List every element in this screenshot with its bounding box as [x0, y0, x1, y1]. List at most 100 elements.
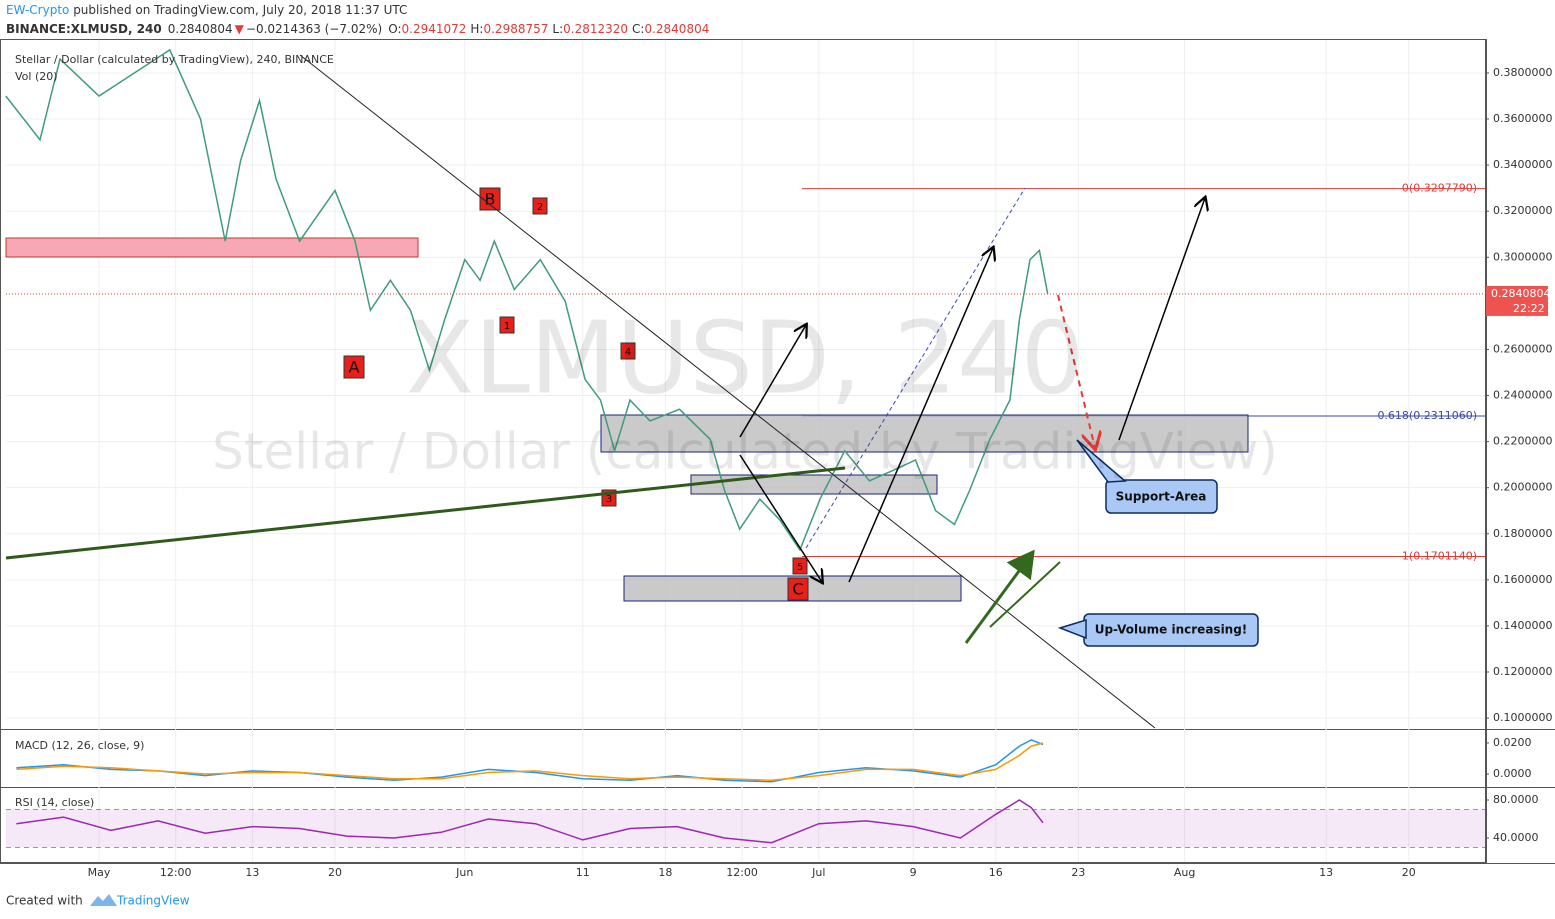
- callout-text: Up-Volume increasing!: [1095, 623, 1248, 637]
- x-tick-label: 13: [1319, 866, 1333, 879]
- arrow: [1118, 198, 1205, 441]
- resistance-zone: [5, 237, 419, 258]
- open-label: O:: [388, 22, 401, 36]
- trend-line: [5, 466, 846, 560]
- callout-box: [1105, 479, 1218, 514]
- close-label: C:: [632, 22, 644, 36]
- price: 0.2840804: [168, 22, 233, 36]
- wave-label-box: [479, 187, 501, 211]
- watermark: XLMUSD, 240: [406, 299, 1085, 416]
- fib-level-label: 1(0.1701140): [1402, 550, 1477, 563]
- x-tick-label: 18: [658, 866, 672, 879]
- x-tick-label: Jun: [455, 866, 473, 879]
- x-tick-label: Jul: [811, 866, 825, 879]
- countdown: 22:22: [1513, 302, 1545, 315]
- x-tick-label: 16: [989, 866, 1003, 879]
- y-tick-label: 0.0200: [1493, 736, 1532, 749]
- wave-label: A: [349, 358, 360, 377]
- fib-level-label: 0(0.3297790): [1402, 182, 1477, 195]
- arrow: [848, 248, 993, 583]
- y-tick-label: 0.2200000: [1493, 435, 1553, 448]
- wave-label-box: [532, 197, 548, 215]
- arrow: [964, 549, 1035, 644]
- x-tick-label: 23: [1071, 866, 1085, 879]
- wave-label: 5: [797, 562, 803, 573]
- wave-label: C: [792, 580, 803, 599]
- change: −0.0214363 (−7.02%): [246, 22, 382, 36]
- watermark-subtitle: Stellar / Dollar (calculated by TradingV…: [212, 423, 1278, 481]
- x-tick-label: 12:00: [160, 866, 192, 879]
- x-tick-label: 20: [1402, 866, 1416, 879]
- fib-level-label: 0.618(0.2311060): [1377, 409, 1477, 422]
- y-tick-label: 0.3800000: [1493, 66, 1553, 79]
- wave-label-box: [792, 557, 808, 575]
- footer-text: Created with: [6, 894, 83, 908]
- trend-line: [989, 561, 1061, 628]
- y-tick-label: 0.3600000: [1493, 112, 1553, 125]
- y-tick-label: 0.3000000: [1493, 250, 1553, 263]
- price-line: [16, 799, 1044, 844]
- y-tick-label: 0.3400000: [1493, 158, 1553, 171]
- arrow: [739, 325, 806, 438]
- x-tick-label: 20: [328, 866, 342, 879]
- plot-layer: 0(0.3297790) 0.618(0.2311060) 1(0.1701140)…: [5, 48, 1551, 844]
- pane-title: RSI (14, close): [15, 796, 94, 809]
- x-tick-label: 13: [245, 866, 259, 879]
- y-tick-label: 0.2600000: [1493, 342, 1553, 355]
- plot-frame: [0, 39, 1487, 863]
- wave-label-box: [620, 342, 636, 360]
- x-tick-label: 12:00: [726, 866, 758, 879]
- y-tick-label: 0.1400000: [1493, 619, 1553, 632]
- y-tick-label: 0.0000: [1493, 767, 1532, 780]
- high-label: H:: [470, 22, 483, 36]
- callout-pointer: [1057, 618, 1087, 640]
- x-tick-label: May: [88, 866, 111, 879]
- callout-pointer: [1076, 439, 1127, 483]
- y-tick-label: 40.0000: [1493, 831, 1539, 844]
- footer-brand[interactable]: TradingView: [116, 894, 190, 908]
- x-tick-label: 11: [576, 866, 590, 879]
- wave-label-box: [787, 577, 809, 601]
- wave-label: 2: [537, 202, 543, 213]
- callout-text: Support-Area: [1116, 490, 1207, 504]
- low: 0.2812320: [563, 22, 628, 36]
- header-line: BINANCE:XLMUSD, 240 0.2840804 ▼ −0.0214363 …: [6, 22, 709, 36]
- high: 0.2988757: [483, 22, 548, 36]
- wave-label-box: [499, 316, 515, 334]
- published: published on TradingView.com, July 20, 2…: [69, 3, 407, 17]
- y-tick-label: 0.3200000: [1493, 204, 1553, 217]
- grid-layer: 0.1000000 0.1200000 0.1400000 0.1600000 0.18…: [0, 39, 1555, 879]
- pane-title: Stellar / Dollar (calculated by TradingV…: [15, 53, 334, 66]
- direction: ▼: [235, 22, 245, 36]
- rsi-band: [6, 809, 1485, 848]
- support-zone: [600, 414, 1249, 453]
- wave-label: 1: [504, 321, 510, 332]
- y-tick-label: 0.1800000: [1493, 527, 1553, 540]
- wave-label: 3: [606, 494, 612, 505]
- close: 0.2840804: [644, 22, 709, 36]
- logo: [90, 894, 117, 906]
- y-tick-label: 0.1600000: [1493, 573, 1553, 586]
- wave-label: B: [485, 190, 496, 209]
- arrow: [1057, 294, 1095, 448]
- x-tick-label: Aug: [1174, 866, 1195, 879]
- last-price-box: [1486, 285, 1548, 316]
- x-tick-label: 9: [910, 866, 917, 879]
- pane-title: MACD (12, 26, close, 9): [15, 739, 144, 752]
- header-line: EW-Crypto published on TradingView.com, …: [6, 3, 407, 17]
- arrow: [739, 454, 822, 582]
- author[interactable]: EW-Crypto: [6, 3, 69, 17]
- trend-line: [299, 54, 1156, 729]
- y-tick-label: 0.1000000: [1493, 711, 1553, 724]
- y-tick-label: 0.1200000: [1493, 665, 1553, 678]
- low-label: L:: [552, 22, 563, 36]
- y-tick-label: 80.0000: [1493, 793, 1539, 806]
- series-line: [16, 739, 1044, 783]
- y-tick-label: 0.2000000: [1493, 481, 1553, 494]
- wave-label-box: [343, 355, 365, 379]
- wave-label: 4: [625, 347, 631, 358]
- price-line: [5, 48, 1049, 552]
